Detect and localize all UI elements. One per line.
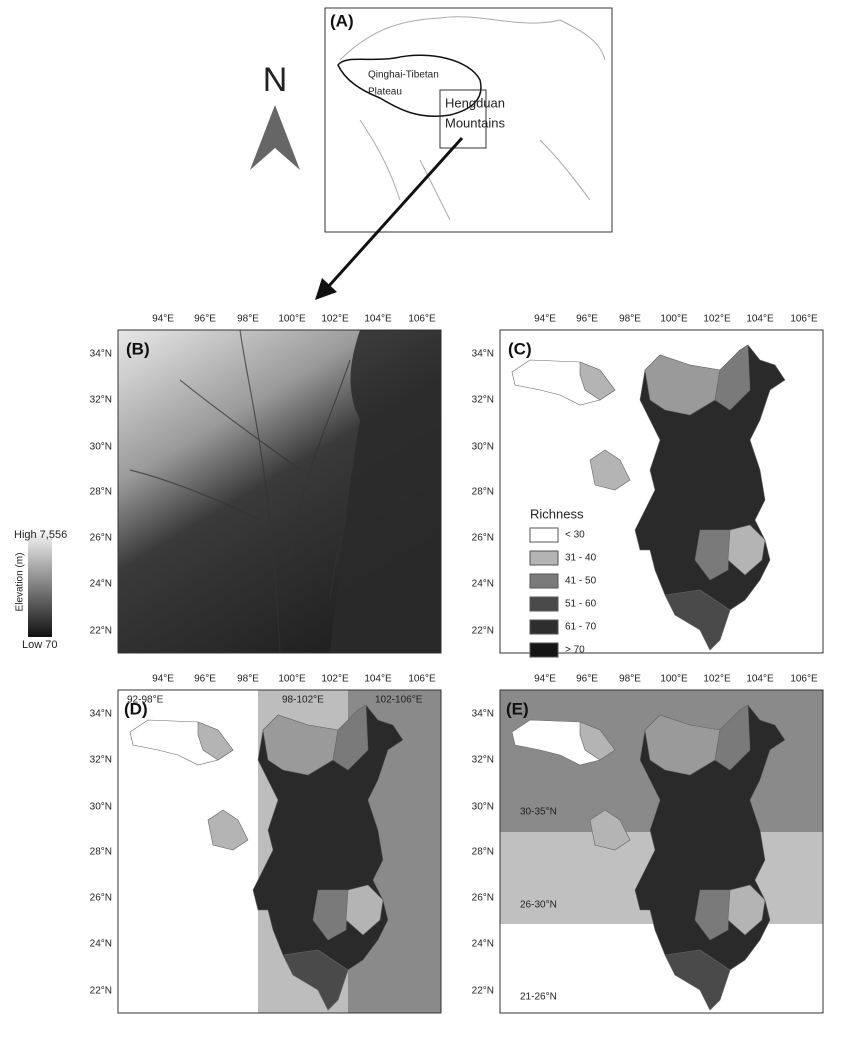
legend-label: > 70 (565, 645, 585, 656)
longitude-label: 96°E (194, 674, 216, 685)
legend-swatch (530, 597, 558, 611)
latitude-label: 28°N (90, 487, 112, 498)
legend-swatch (530, 528, 558, 542)
band-label: 98-102°E (282, 695, 324, 706)
latitude-label: 28°N (472, 847, 494, 858)
legend-label: 41 - 50 (565, 576, 597, 587)
latitude-label: 32°N (472, 755, 494, 766)
longitude-label: 104°E (364, 314, 392, 325)
longitude-label: 98°E (619, 674, 641, 685)
longitude-label: 104°E (746, 674, 774, 685)
panel-label: (D) (124, 699, 148, 718)
longitude-label: 106°E (408, 674, 436, 685)
latitude-label: 28°N (472, 487, 494, 498)
longitude-label: 102°E (703, 674, 731, 685)
latitude-label: 26°N (472, 533, 494, 544)
latitude-label: 34°N (472, 349, 494, 360)
legend-low: Low 70 (22, 639, 57, 651)
longitude-label: 94°E (152, 314, 174, 325)
longitude-label: 100°E (278, 674, 306, 685)
plateau-label: Plateau (368, 87, 402, 98)
latitude-label: 24°N (472, 939, 494, 950)
legend-swatch (530, 551, 558, 565)
latitude-label: 30°N (472, 802, 494, 813)
north-label: N (263, 61, 288, 99)
panel-label: (A) (330, 11, 354, 30)
legend-label: 61 - 70 (565, 622, 597, 633)
longitude-label: 96°E (576, 314, 598, 325)
longitude-label: 100°E (660, 674, 688, 685)
legend-swatch (530, 574, 558, 588)
legend-title: Richness (530, 506, 584, 521)
plateau-label: Qinghai-Tibetan (368, 70, 439, 81)
latitude-label: 22°N (472, 986, 494, 997)
longitude-label: 100°E (278, 314, 306, 325)
legend-high: High 7,556 (14, 529, 67, 541)
longitude-label: 104°E (364, 674, 392, 685)
longitude-label: 96°E (576, 674, 598, 685)
latitude-label: 32°N (472, 395, 494, 406)
north-arrow (250, 105, 300, 170)
longitude-label: 104°E (746, 314, 774, 325)
latitude-label: 22°N (472, 626, 494, 637)
longitude-label: 100°E (660, 314, 688, 325)
legend-label: < 30 (565, 530, 585, 541)
longitude-label: 102°E (321, 674, 349, 685)
panel-label: (C) (508, 339, 532, 358)
latitude-label: 28°N (90, 847, 112, 858)
panel-label: (B) (126, 339, 150, 358)
longitude-label: 98°E (619, 314, 641, 325)
legend-label: 51 - 60 (565, 599, 597, 610)
latitude-label: 24°N (472, 579, 494, 590)
latitude-label: 26°N (90, 533, 112, 544)
latitude-label: 22°N (90, 986, 112, 997)
region-label: Mountains (445, 115, 505, 130)
latitude-label: 30°N (90, 442, 112, 453)
longitude-label: 106°E (790, 314, 818, 325)
legend-label: 31 - 40 (565, 553, 597, 564)
band-label: 26-30°N (520, 900, 557, 911)
panel-label: (E) (506, 699, 529, 718)
latitude-label: 30°N (90, 802, 112, 813)
longitude-label: 102°E (703, 314, 731, 325)
longitude-label: 98°E (237, 314, 259, 325)
band-label: 21-26°N (520, 992, 557, 1003)
latitude-label: 30°N (472, 442, 494, 453)
longitude-label: 106°E (408, 314, 436, 325)
figure: (A) Qinghai-Tibetan Plateau Hengduan Mou… (0, 0, 853, 1039)
longitude-label: 102°E (321, 314, 349, 325)
latitude-label: 34°N (90, 349, 112, 360)
latitude-label: 32°N (90, 755, 112, 766)
longitude-label: 98°E (237, 674, 259, 685)
longitude-label: 106°E (790, 674, 818, 685)
latitude-label: 26°N (90, 893, 112, 904)
latitude-label: 24°N (90, 939, 112, 950)
region-label: Hengduan (445, 95, 505, 110)
latitude-label: 34°N (90, 709, 112, 720)
elevation-legend-bar (28, 527, 52, 637)
longitude-label: 94°E (152, 674, 174, 685)
legend-swatch (530, 620, 558, 634)
band-label: 102-106°E (375, 695, 423, 706)
latitude-label: 34°N (472, 709, 494, 720)
legend-swatch (530, 643, 558, 657)
latitude-label: 26°N (472, 893, 494, 904)
legend-title: Elevation (m) (15, 553, 26, 612)
band-label: 30-35°N (520, 807, 557, 818)
longitude-label: 96°E (194, 314, 216, 325)
latitude-label: 24°N (90, 579, 112, 590)
longitude-label: 94°E (534, 314, 556, 325)
longitude-label: 94°E (534, 674, 556, 685)
latitude-label: 22°N (90, 626, 112, 637)
latitude-label: 32°N (90, 395, 112, 406)
